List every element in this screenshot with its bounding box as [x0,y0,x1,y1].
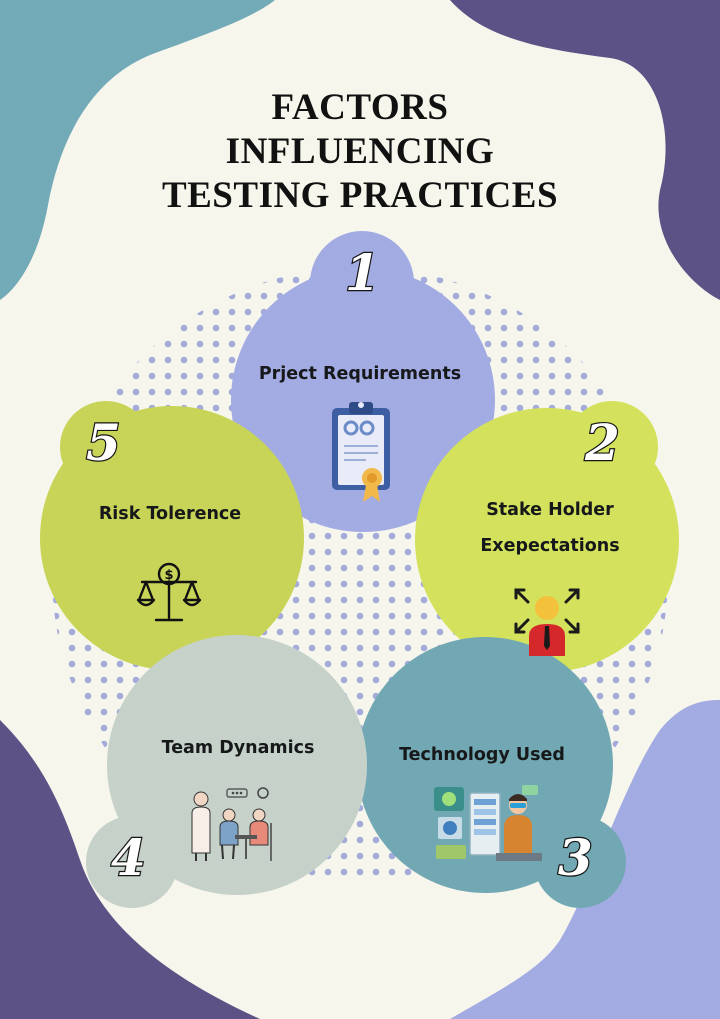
team-icon [191,787,272,861]
stakeholder-icon [514,588,580,656]
purple-blob-top-right [450,0,720,300]
factor-3-label: Technology Used [399,745,565,765]
title-line-1: FACTORS [271,87,449,128]
factor-2-number: 2 [584,413,621,472]
factor-1-label: Prject Requirements [258,364,462,384]
clipboard-icon [332,402,390,502]
circle-5-tab [60,401,152,493]
circle-3-tab [534,816,626,908]
teal-blob-top-left [0,0,275,300]
factor-2-label-line-1: Stake Holder [486,500,614,520]
lavender-blob-bottom-right [450,700,720,1019]
circle-1 [231,268,495,532]
factor-3-number: 3 [557,828,594,887]
title-line-2: INFLUENCING [225,131,495,172]
purple-blob-bottom-left [0,720,260,1019]
circle-1-tab [310,231,414,335]
circle-2-tab [566,401,658,493]
circle-4 [107,635,367,895]
scale-icon: $ [136,562,202,622]
factor-4-number: 4 [110,828,147,887]
factor-2-label-line-2: Exepectations [480,536,620,556]
factor-5-label: Risk Tolerence [98,504,242,524]
technology-icon [434,785,542,861]
factor-4-label: Team Dynamics [161,738,315,758]
page-title: FACTORS INFLUENCING TESTING PRACTICES [0,86,720,218]
factor-1-number: 1 [344,243,381,302]
title-line-3: TESTING PRACTICES [161,175,559,216]
factor-5-number: 5 [85,413,122,472]
circle-4-tab [86,816,178,908]
svg-text:$: $ [164,568,173,583]
